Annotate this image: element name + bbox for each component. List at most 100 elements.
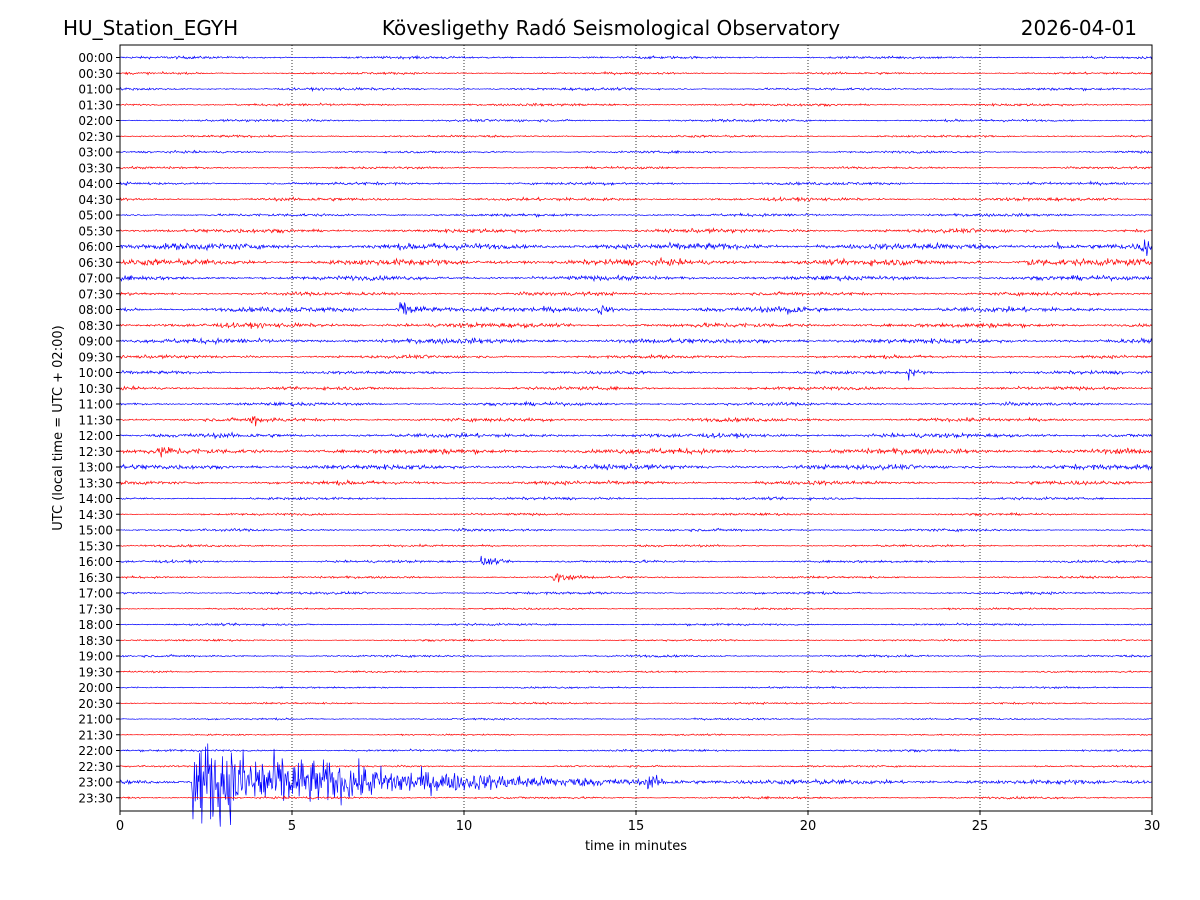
y-tick-label: 05:00 bbox=[78, 209, 113, 223]
seismic-trace bbox=[119, 239, 1153, 256]
y-tick-label: 14:00 bbox=[78, 492, 113, 506]
trace-group bbox=[119, 54, 1153, 827]
seismic-trace bbox=[119, 368, 1153, 381]
x-tick-label: 20 bbox=[800, 819, 817, 834]
chart-title: Kövesligethy Radó Seismological Observat… bbox=[382, 16, 840, 40]
seismic-trace bbox=[119, 701, 1153, 706]
x-tick-label: 25 bbox=[972, 819, 989, 834]
seismic-trace bbox=[119, 256, 1153, 267]
seismic-trace bbox=[119, 431, 1153, 440]
seismic-trace bbox=[119, 511, 1153, 517]
seismic-trace bbox=[119, 555, 1153, 566]
y-tick-label: 03:00 bbox=[78, 146, 113, 160]
y-tick-label: 12:30 bbox=[78, 445, 113, 459]
seismic-trace bbox=[119, 733, 1153, 737]
y-tick-label: 16:00 bbox=[78, 555, 113, 569]
y-tick-label: 05:30 bbox=[78, 224, 113, 238]
seismic-trace bbox=[119, 743, 1153, 827]
seismic-trace bbox=[119, 685, 1153, 690]
seismic-trace bbox=[119, 669, 1153, 674]
seismic-trace bbox=[119, 118, 1153, 123]
x-tick-label: 5 bbox=[288, 819, 296, 834]
seismic-trace bbox=[120, 573, 1153, 583]
y-tick-label: 06:00 bbox=[78, 240, 113, 254]
y-tick-label: 16:30 bbox=[78, 571, 113, 585]
y-tick-label: 22:00 bbox=[78, 744, 113, 758]
y-tick-label: 08:00 bbox=[78, 303, 113, 317]
seismic-trace bbox=[119, 149, 1153, 155]
seismic-trace bbox=[119, 353, 1153, 360]
seismic-trace bbox=[119, 717, 1153, 721]
seismic-trace bbox=[119, 321, 1153, 329]
y-tick-label: 23:00 bbox=[78, 776, 113, 790]
y-tick-label: 10:30 bbox=[78, 382, 113, 396]
seismic-trace bbox=[119, 415, 1153, 427]
seismic-trace bbox=[119, 134, 1153, 139]
x-tick-label: 10 bbox=[456, 819, 473, 834]
y-tick-label: 07:30 bbox=[78, 287, 113, 301]
y-tick-label: 06:30 bbox=[78, 256, 113, 270]
y-tick-label: 22:30 bbox=[78, 760, 113, 774]
y-tick-label: 19:00 bbox=[78, 650, 113, 664]
x-axis-label: time in minutes bbox=[585, 839, 687, 854]
y-tick-label: 04:30 bbox=[78, 193, 113, 207]
y-tick-label: 00:00 bbox=[78, 51, 113, 65]
x-tick-label: 15 bbox=[628, 819, 645, 834]
y-axis-label: UTC (local time = UTC + 02:00) bbox=[51, 325, 66, 530]
seismic-trace bbox=[119, 653, 1153, 659]
seismic-trace bbox=[119, 764, 1153, 768]
y-tick-label: 08:30 bbox=[78, 319, 113, 333]
seismic-trace bbox=[119, 290, 1153, 297]
date-label: 2026-04-01 bbox=[1021, 16, 1137, 40]
seismic-trace bbox=[119, 400, 1153, 408]
seismic-trace bbox=[119, 227, 1153, 235]
y-tick-label: 01:30 bbox=[78, 98, 113, 112]
seismic-trace bbox=[119, 795, 1153, 800]
y-tick-label: 02:30 bbox=[78, 130, 113, 144]
seismic-trace bbox=[119, 527, 1153, 533]
seismic-trace bbox=[119, 607, 1153, 611]
y-tick-label: 10:00 bbox=[78, 366, 113, 380]
seismic-trace bbox=[119, 462, 1153, 471]
y-tick-label: 18:30 bbox=[78, 634, 113, 648]
seismic-trace bbox=[119, 638, 1153, 643]
y-tick-label: 20:30 bbox=[78, 697, 113, 711]
x-tick-label: 30 bbox=[1144, 819, 1161, 834]
seismic-trace bbox=[119, 337, 1153, 346]
seismic-trace bbox=[119, 479, 1153, 487]
station-label: HU_Station_EGYH bbox=[63, 16, 238, 40]
seismic-trace bbox=[119, 212, 1153, 218]
y-tick-label: 20:00 bbox=[78, 681, 113, 695]
y-tick-label: 09:30 bbox=[78, 350, 113, 364]
x-grid bbox=[291, 45, 981, 811]
y-tick-label: 11:30 bbox=[78, 413, 113, 427]
seismic-trace bbox=[119, 590, 1153, 596]
y-tick-label: 21:00 bbox=[78, 713, 113, 727]
y-tick-label: 13:30 bbox=[78, 476, 113, 490]
seismic-trace bbox=[119, 302, 1153, 315]
y-tick-label: 11:00 bbox=[78, 398, 113, 412]
y-tick-label: 09:00 bbox=[78, 335, 113, 349]
seismic-trace bbox=[119, 274, 1153, 283]
x-tick-label: 0 bbox=[116, 819, 124, 834]
y-tick-label: 03:30 bbox=[78, 161, 113, 175]
y-tick-label: 04:00 bbox=[78, 177, 113, 191]
seismic-trace bbox=[119, 165, 1153, 170]
y-tick-label: 00:30 bbox=[78, 67, 113, 81]
y-tick-label: 15:00 bbox=[78, 524, 113, 538]
seismic-trace bbox=[119, 385, 1153, 392]
seismic-trace bbox=[119, 54, 1153, 60]
y-tick-label: 07:00 bbox=[78, 272, 113, 286]
y-tick-label: 19:30 bbox=[78, 665, 113, 679]
seismic-trace bbox=[119, 70, 1153, 76]
seismic-trace bbox=[119, 495, 1153, 502]
seismic-trace bbox=[119, 543, 1153, 548]
y-tick-label: 02:00 bbox=[78, 114, 113, 128]
seismic-trace bbox=[119, 748, 1153, 753]
y-tick-label: 17:00 bbox=[78, 587, 113, 601]
plot-frame bbox=[119, 44, 1153, 812]
y-tick-label: 14:30 bbox=[78, 508, 113, 522]
y-tick-label: 23:30 bbox=[78, 791, 113, 805]
